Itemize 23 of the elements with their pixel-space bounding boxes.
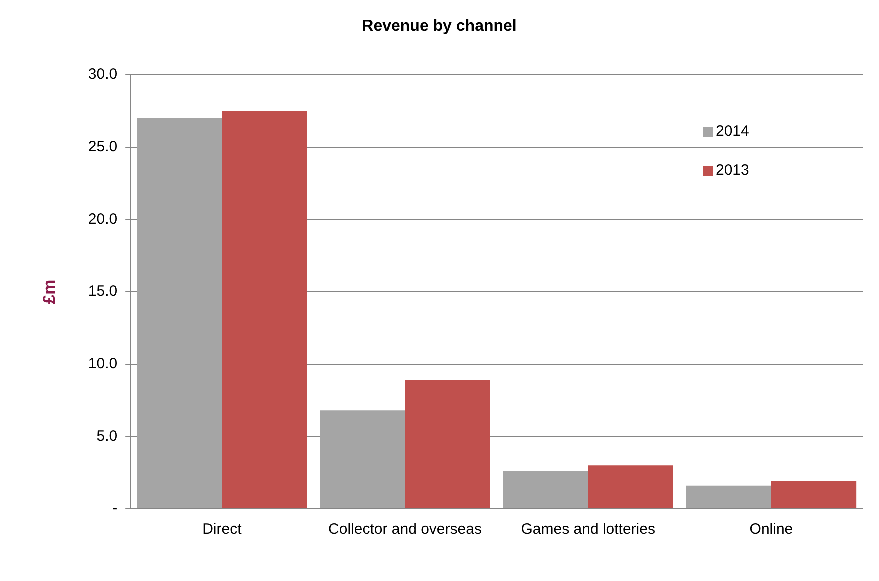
x-tick-label: Direct <box>202 521 243 538</box>
y-tick-label: 15.0 <box>88 283 118 300</box>
y-tick-label: - <box>112 500 118 518</box>
bar <box>222 111 308 508</box>
x-tick-label: Collector and overseas <box>328 521 482 538</box>
chart-title: Revenue by channel <box>361 18 518 36</box>
bar <box>588 466 674 508</box>
x-tick-label: Online <box>750 521 794 538</box>
y-tick-label: 5.0 <box>96 428 118 445</box>
y-tick-label: 10.0 <box>88 355 118 372</box>
bar <box>320 410 406 508</box>
y-tick-label: 25.0 <box>88 138 118 156</box>
bar <box>405 380 490 508</box>
legend-label: 2013 <box>716 162 750 179</box>
bar <box>503 471 588 508</box>
bar <box>686 486 772 508</box>
bar <box>771 482 857 508</box>
y-tick-label: 30.0 <box>88 66 118 84</box>
x-tick-label: Games and lotteries <box>521 521 656 538</box>
legend-label: 2014 <box>716 123 750 140</box>
y-axis-title: £m <box>40 280 59 304</box>
y-tick-label: 20.0 <box>88 210 118 228</box>
bar <box>137 118 222 508</box>
